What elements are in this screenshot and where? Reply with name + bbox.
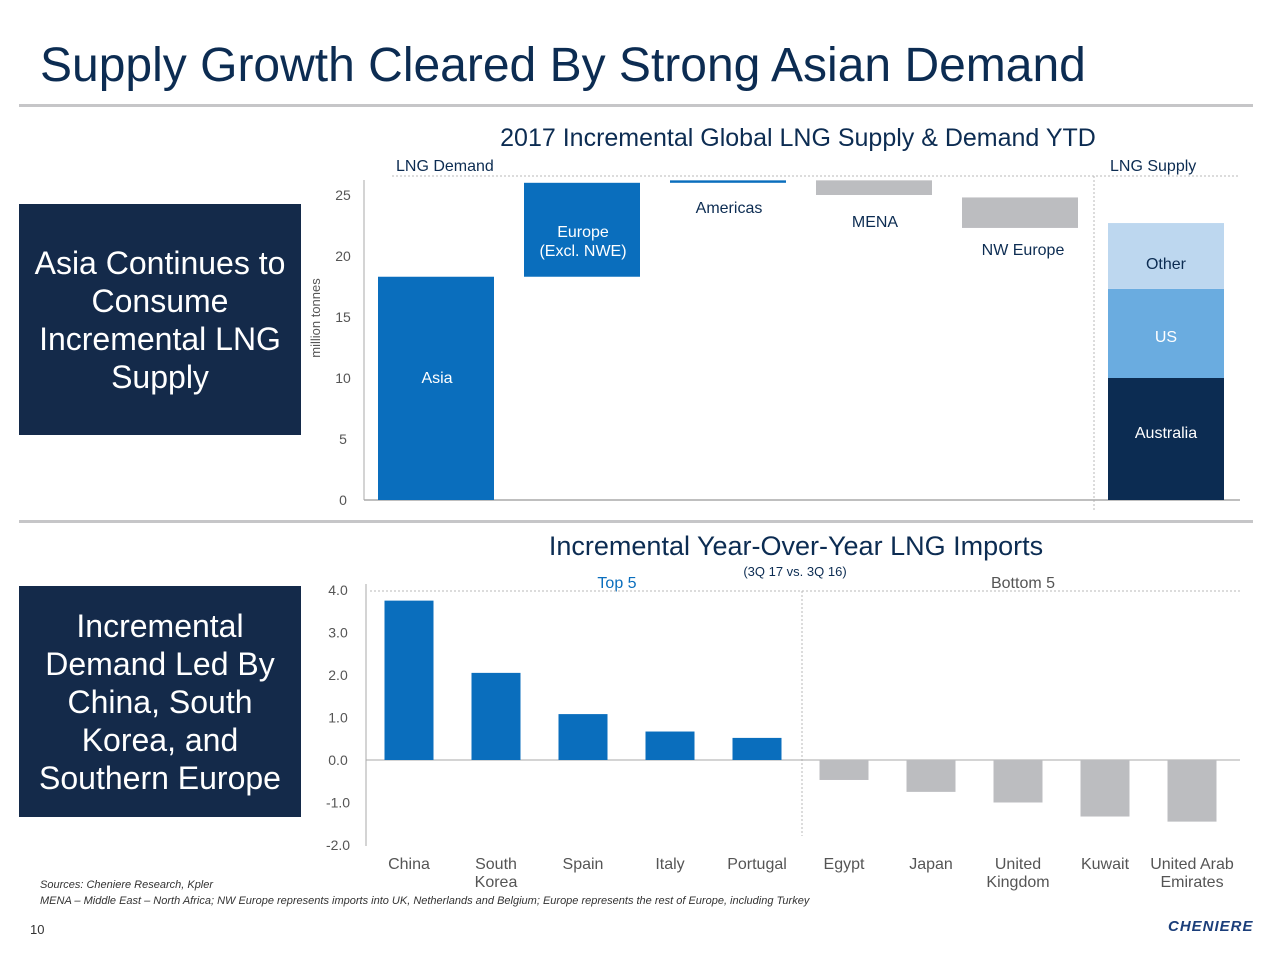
waterfall-bar-4 [816,180,932,195]
imports-bar-6 [819,760,869,780]
imports-title: Incremental Year-Over-Year LNG Imports [549,531,1043,561]
imports-y-tick: -1.0 [326,795,350,811]
footnote-sources: Sources: Cheniere Research, Kpler [40,879,214,891]
supply-bar-australia-label: Australia [1135,425,1197,442]
imports-bar-2 [471,672,521,760]
page-number: 10 [30,922,45,937]
lng-demand-label: LNG Demand [396,158,494,175]
supply-bar-australia [1108,378,1224,500]
imports-bar-5 [732,737,782,760]
imports-subtitle: (3Q 17 vs. 3Q 16) [743,564,846,579]
cheniere-logo: CHENIERE [1168,918,1254,935]
imports-y-tick: 0.0 [328,752,348,768]
waterfall-y-tick: 15 [335,309,351,325]
bar-label-asia: Asia [421,370,452,387]
imports-y-tick: 4.0 [328,582,348,598]
imports-category-label: United Kingdom [986,856,1049,891]
supply-bar-other [1108,223,1224,289]
callout-text-demand: Incremental Demand Led By China, South K… [39,607,281,796]
callout-box-demand: Incremental Demand Led By China, South K… [19,586,301,817]
footnote-definitions: MENA – Middle East – North Africa; NW Eu… [40,895,810,907]
waterfall-y-tick: 0 [339,492,347,508]
imports-category-label: Italy [655,856,684,873]
bar-label-europe: Europe (Excl. NWE) [539,224,626,260]
imports-category-label: China [388,856,430,873]
imports-category-label: South Korea [475,856,518,891]
imports-category-label: United Arab Emirates [1150,856,1234,891]
bar-label-americas: Americas [696,200,763,217]
title-divider [19,104,1253,107]
imports-bar-1 [384,600,434,760]
bar-label-mena: MENA [852,214,899,231]
waterfall-y-tick: 10 [335,370,351,386]
imports-bar-3 [558,714,608,760]
imports-category-label: Portugal [727,856,787,873]
imports-bar-4 [645,731,695,760]
waterfall-bar-3 [670,180,786,183]
imports-y-tick: 3.0 [328,625,348,641]
imports-category-label: Egypt [824,856,865,873]
callout-box-asia: Asia Continues to Consume Incremental LN… [19,204,301,435]
supply-bar-us-label: US [1155,329,1177,346]
waterfall-y-axis-label: million tonnes [308,278,323,358]
waterfall-title: 2017 Incremental Global LNG Supply & Dem… [500,124,1096,152]
supply-bar-other-label: Other [1146,256,1187,273]
imports-y-tick: 1.0 [328,710,348,726]
waterfall-bar-2 [524,182,640,277]
section-divider [19,520,1253,523]
waterfall-y-tick: 20 [335,248,351,264]
imports-y-tick: -2.0 [326,837,350,853]
supply-bar-us [1108,288,1224,378]
waterfall-y-tick: 25 [335,187,351,203]
callout-text-asia: Asia Continues to Consume Incremental LN… [34,244,286,395]
waterfall-y-tick: 5 [339,431,347,447]
top5-label: Top 5 [597,575,636,592]
imports-category-label: Japan [909,856,953,873]
imports-category-label: Spain [563,856,604,873]
imports-bar-8 [993,760,1043,803]
imports-category-label: Kuwait [1081,856,1130,873]
imports-y-tick: 2.0 [328,667,348,683]
waterfall-bar-5 [962,197,1078,228]
imports-bar-10 [1167,760,1217,822]
imports-bar-9 [1080,760,1130,817]
page-title: Supply Growth Cleared By Strong Asian De… [40,39,1086,92]
lng-supply-label: LNG Supply [1110,158,1196,175]
bar-label-nw-europe: NW Europe [982,242,1065,259]
bottom5-label: Bottom 5 [991,575,1055,592]
imports-bar-7 [906,760,956,792]
waterfall-bar-1 [378,276,494,500]
